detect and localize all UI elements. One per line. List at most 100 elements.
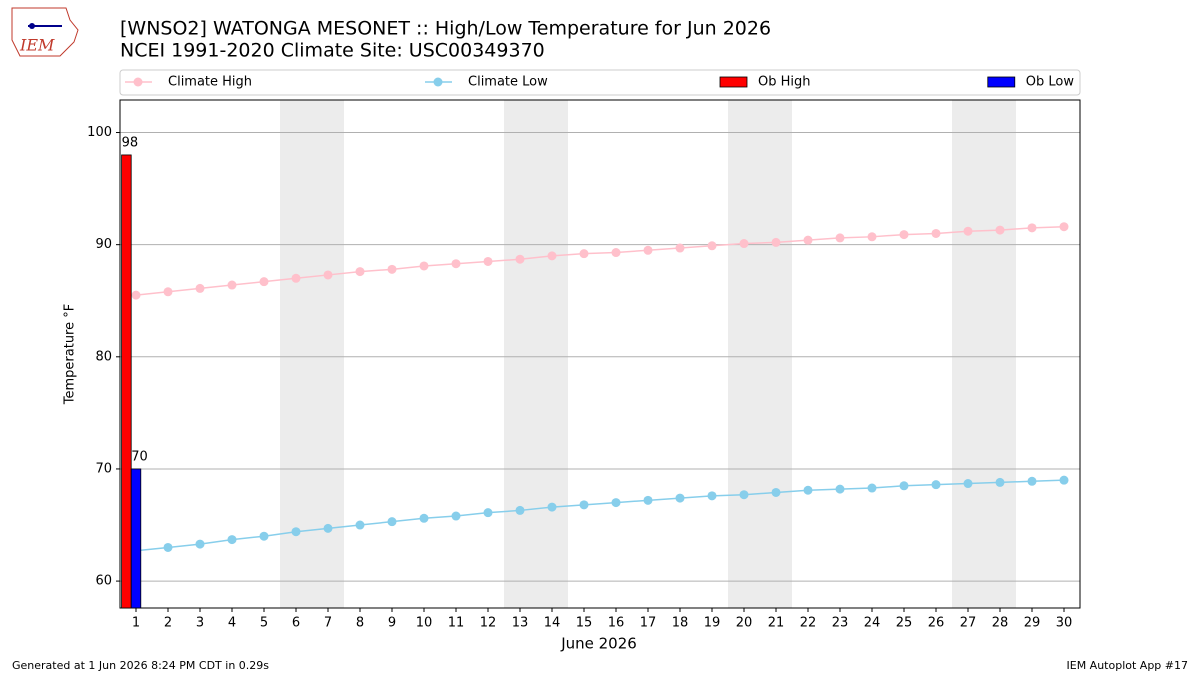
weekend-shade — [280, 100, 344, 608]
point — [643, 245, 653, 255]
bar — [130, 468, 142, 609]
x-tick-label: 4 — [228, 616, 236, 631]
point — [899, 481, 909, 491]
point — [739, 490, 749, 500]
point — [195, 283, 205, 293]
point — [611, 498, 621, 508]
point — [675, 493, 685, 503]
point — [707, 491, 717, 501]
point — [995, 477, 1005, 487]
x-tick-label: 25 — [896, 616, 913, 631]
point — [419, 513, 429, 523]
x-tick-label: 3 — [196, 616, 204, 631]
y-axis-label: Temperature °F — [63, 304, 78, 405]
point — [899, 230, 909, 240]
x-tick-label: 22 — [800, 616, 817, 631]
point — [227, 535, 237, 545]
point — [451, 259, 461, 269]
point — [547, 502, 557, 512]
point — [515, 505, 525, 515]
value-label: 70 — [131, 449, 148, 464]
legend-swatch — [433, 77, 443, 87]
legend-label: Climate Low — [468, 75, 548, 90]
x-tick-label: 29 — [1024, 616, 1041, 631]
y-tick-label: 90 — [95, 237, 112, 252]
x-tick-label: 15 — [576, 616, 593, 631]
x-tick-label: 10 — [416, 616, 433, 631]
point — [195, 539, 205, 549]
point — [835, 233, 845, 243]
weekend-shade — [728, 100, 792, 608]
weekend-shade — [504, 100, 568, 608]
legend — [119, 69, 1081, 96]
x-tick-label: 13 — [512, 616, 529, 631]
x-tick-label: 2 — [164, 616, 172, 631]
point — [931, 480, 941, 490]
point — [675, 243, 685, 253]
point — [323, 523, 333, 533]
point — [643, 495, 653, 505]
x-tick-label: 7 — [324, 616, 332, 631]
value-label: 98 — [122, 135, 139, 150]
y-tick-label: 100 — [87, 125, 112, 140]
point — [1027, 476, 1037, 486]
point — [227, 280, 237, 290]
point — [867, 483, 877, 493]
legend-swatch — [133, 77, 143, 87]
x-tick-label: 5 — [260, 616, 268, 631]
x-tick-label: 12 — [480, 616, 497, 631]
point — [163, 542, 173, 552]
x-tick-label: 11 — [448, 616, 465, 631]
point — [291, 527, 301, 537]
y-tick-label: 60 — [95, 574, 112, 589]
point — [931, 228, 941, 238]
point — [163, 287, 173, 297]
point — [387, 264, 397, 274]
chart-title: [WNSO2] WATONGA MESONET :: High/Low Temp… — [120, 18, 771, 40]
y-tick-label: 80 — [95, 349, 112, 364]
point — [259, 531, 269, 541]
footer-left: Generated at 1 Jun 2026 8:24 PM CDT in 0… — [12, 659, 269, 672]
x-tick-label: 27 — [960, 616, 977, 631]
line — [135, 479, 1065, 552]
x-tick-label: 6 — [292, 616, 300, 631]
legend-swatch — [987, 76, 1016, 88]
point — [1059, 475, 1069, 485]
point — [515, 254, 525, 264]
point — [867, 232, 877, 242]
point — [131, 290, 141, 300]
point — [547, 251, 557, 261]
x-tick-label: 8 — [356, 616, 364, 631]
point — [483, 256, 493, 266]
x-tick-label: 1 — [132, 616, 140, 631]
bar — [121, 154, 132, 609]
point — [803, 235, 813, 245]
point — [355, 267, 365, 277]
point — [419, 261, 429, 271]
point — [291, 273, 301, 283]
logo: IEM — [11, 7, 79, 57]
legend-swatch — [719, 76, 748, 88]
point — [739, 239, 749, 249]
point — [611, 248, 621, 258]
legend-label: Ob High — [758, 75, 811, 90]
point — [995, 225, 1005, 235]
point — [579, 249, 589, 259]
x-axis-label: June 2026 — [560, 635, 637, 653]
x-tick-label: 16 — [608, 616, 625, 631]
chart-subtitle: NCEI 1991-2020 Climate Site: USC00349370 — [120, 40, 545, 62]
point — [963, 479, 973, 489]
x-tick-label: 18 — [672, 616, 689, 631]
x-tick-label: 20 — [736, 616, 753, 631]
point — [355, 520, 365, 530]
logo-text: IEM — [19, 36, 55, 55]
point — [835, 484, 845, 494]
point — [323, 270, 333, 280]
point — [1027, 223, 1037, 233]
x-tick-label: 24 — [864, 616, 881, 631]
point — [771, 487, 781, 497]
point — [579, 500, 589, 510]
y-tick-label: 70 — [95, 461, 112, 476]
legend-label: Climate High — [168, 75, 252, 90]
